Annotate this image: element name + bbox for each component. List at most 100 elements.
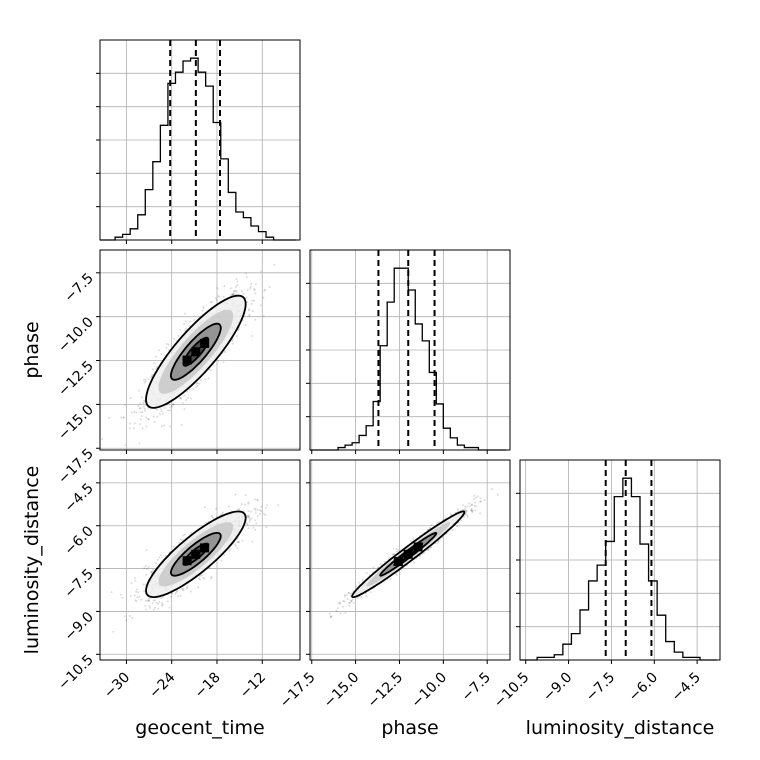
sample-point [251, 540, 254, 543]
sample-point [129, 595, 132, 597]
sample-point [152, 415, 155, 418]
density-peak-cell [182, 355, 192, 365]
sample-point [474, 509, 477, 512]
sample-point [350, 600, 353, 602]
sample-point [142, 405, 145, 408]
sample-point [236, 541, 239, 544]
sample-point [137, 404, 140, 407]
sample-point [462, 504, 464, 507]
contour-line [182, 542, 210, 566]
sample-point [251, 299, 254, 302]
density-peak-cell [191, 347, 201, 357]
sample-point [336, 607, 339, 610]
sample-point [196, 382, 199, 384]
sample-point [245, 296, 248, 299]
xtick-label-luminosity_distance: −4.5 [669, 670, 704, 705]
sample-point [183, 408, 186, 411]
sample-point [344, 611, 347, 614]
sample-point [149, 606, 151, 609]
sample-point [528, 467, 530, 469]
sample-point [231, 339, 234, 342]
sample-point [479, 500, 482, 503]
sample-point [329, 616, 332, 619]
sample-point [343, 600, 346, 603]
sample-point [135, 600, 138, 603]
hist-step-geocent_time [100, 57, 297, 241]
ytick-label-luminosity_distance: −7.5 [61, 566, 96, 601]
sample-point [410, 540, 413, 542]
sample-point [158, 601, 161, 603]
sample-point [145, 568, 148, 570]
sample-point [147, 565, 150, 568]
sample-point [257, 499, 260, 502]
sample-point [144, 378, 147, 381]
sample-point [144, 380, 147, 383]
ytick-label-phase: −17.5 [55, 446, 97, 488]
sample-point [254, 283, 257, 286]
ylabel-luminosity_distance: luminosity_distance [21, 466, 43, 655]
sample-point [466, 515, 469, 518]
sample-point [140, 598, 143, 601]
sample-point [160, 602, 163, 605]
sample-point [259, 513, 261, 515]
sample-point [186, 586, 188, 589]
sample-point [393, 553, 396, 556]
sample-point [365, 594, 368, 597]
sample-point [246, 288, 249, 291]
sample-point [437, 520, 440, 523]
sample-point [185, 398, 188, 401]
sample-point [256, 514, 259, 517]
sample-point [218, 295, 221, 298]
sample-point [138, 407, 141, 410]
sample-point [249, 285, 252, 288]
sample-point [460, 519, 463, 522]
sample-point [198, 382, 201, 385]
sample-point [160, 597, 163, 600]
sample-point [165, 346, 168, 349]
sample-point [234, 544, 237, 547]
sample-point [172, 403, 175, 406]
sample-point [112, 630, 115, 633]
sample-point [396, 550, 399, 553]
sample-point [210, 300, 213, 303]
sample-point [159, 554, 162, 557]
sample-point [215, 299, 218, 302]
sample-point [209, 301, 212, 304]
sample-point [210, 514, 213, 517]
sample-point [143, 567, 146, 570]
xlabel-geocent_time: geocent_time [135, 717, 264, 739]
sample-point [250, 510, 253, 513]
sample-point [210, 369, 212, 372]
sample-point [143, 381, 146, 384]
sample-point [470, 503, 473, 506]
sample-point [231, 342, 234, 345]
sample-point [160, 352, 163, 355]
sample-point [473, 498, 476, 501]
sample-point [330, 615, 333, 618]
sample-point [128, 427, 131, 430]
sample-point [249, 518, 252, 521]
sample-point [158, 413, 161, 416]
sample-point [152, 608, 155, 611]
sample-point [221, 513, 224, 516]
panel-phase-hist [306, 249, 511, 454]
frame-luminosity_distance-vs-geocent_time [99, 459, 301, 661]
sample-point [430, 524, 433, 527]
sample-point [151, 602, 154, 605]
sample-point [480, 500, 483, 503]
sample-point [248, 309, 250, 312]
sample-point [232, 292, 235, 295]
sample-point [451, 529, 454, 532]
sample-point [254, 292, 257, 295]
sample-point [143, 407, 146, 410]
sample-point [181, 538, 184, 541]
sample-point [260, 270, 263, 273]
sample-point [155, 408, 158, 411]
sample-point [463, 515, 466, 518]
sample-point [230, 294, 233, 297]
sample-point [110, 591, 113, 594]
sample-point [329, 615, 332, 618]
sample-point [184, 327, 187, 330]
sample-point [247, 527, 250, 530]
sample-point [189, 320, 191, 323]
